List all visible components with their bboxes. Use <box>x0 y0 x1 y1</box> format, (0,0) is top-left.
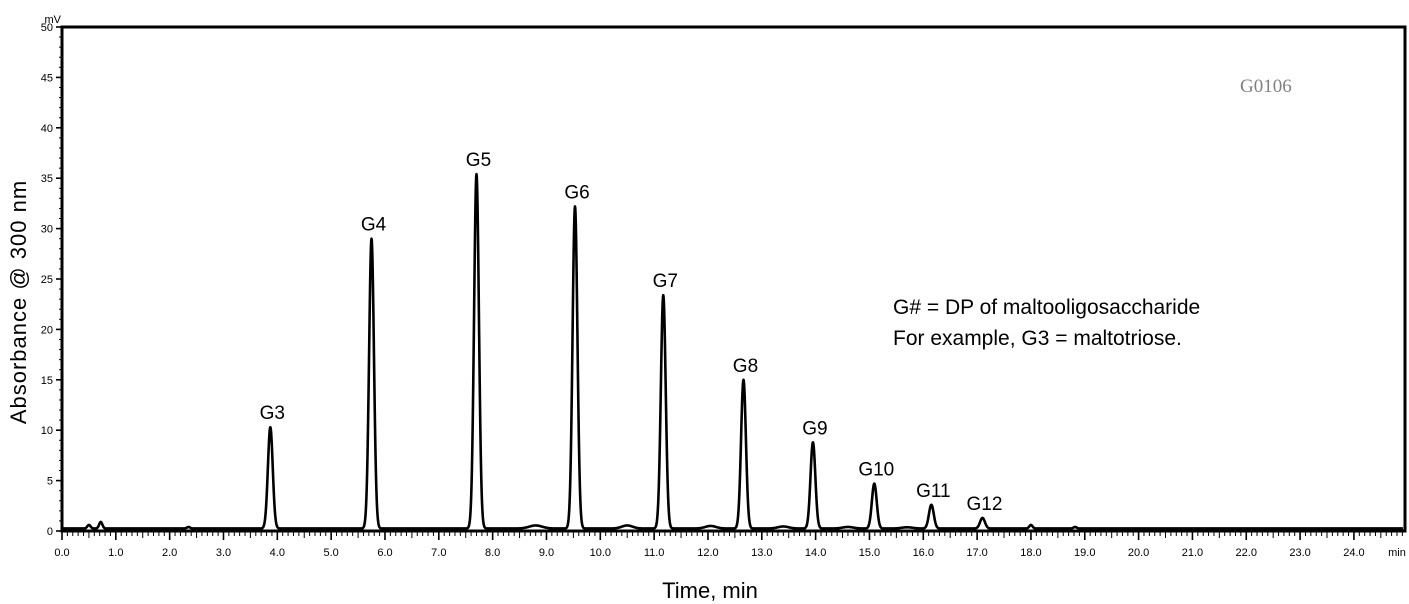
x-tick-label: 10.0 <box>590 547 611 559</box>
x-tick-label: 20.0 <box>1128 547 1149 559</box>
plot-frame <box>60 25 1407 533</box>
x-tick-label: 8.0 <box>485 547 500 559</box>
x-tick-label: 12.0 <box>697 547 718 559</box>
x-tick-label: 21.0 <box>1182 547 1203 559</box>
peak-label-g5: G5 <box>466 150 491 171</box>
peak-labels: G3 G4 G5 G6 G7 G8 G9 G10 G11 G12 <box>260 150 1003 515</box>
y-tick-label: 40 <box>41 123 53 135</box>
x-tick-label: 17.0 <box>966 547 987 559</box>
y-tick-label: 25 <box>41 274 53 286</box>
peak-label-g10: G10 <box>858 460 894 481</box>
x-tick-label: 15.0 <box>859 547 880 559</box>
note-line-2: For example, G3 = maltotriose. <box>893 327 1182 350</box>
note-line-1: G# = DP of maltooligosaccharide <box>893 296 1201 319</box>
x-tick-label: 2.0 <box>162 547 177 559</box>
y-tick-label: 0 <box>47 526 53 538</box>
legend-note: G# = DP of maltooligosaccharide For exam… <box>893 292 1200 354</box>
x-axis-title: Time, min <box>662 578 758 603</box>
x-tick-label: 22.0 <box>1236 547 1257 559</box>
x-tick-label: 24.0 <box>1343 547 1364 559</box>
peak-label-g9: G9 <box>802 418 827 439</box>
x-tick-label: 14.0 <box>805 547 826 559</box>
x-tick-label: 11.0 <box>644 547 665 559</box>
peak-label-g8: G8 <box>733 356 758 377</box>
peak-label-g6: G6 <box>564 182 589 203</box>
peak-label-g11: G11 <box>916 481 951 502</box>
y-tick-label: 50 <box>41 22 53 34</box>
chromatogram-trace <box>60 172 1404 530</box>
y-tick-label: 5 <box>47 476 53 488</box>
x-tick-label: 19.0 <box>1074 547 1095 559</box>
x-axis: 0.0 1.0 2.0 3.0 4.0 5.0 6.0 7.0 8.0 9.0 10.0 11.0 12… <box>54 531 1406 559</box>
x-tick-label: 16.0 <box>913 547 934 559</box>
y-tick-label: 15 <box>41 375 53 387</box>
x-tick-label: 3.0 <box>216 547 231 559</box>
x-tick-label: 5.0 <box>324 547 339 559</box>
y-tick-label: 30 <box>41 224 53 236</box>
x-tick-label: 9.0 <box>539 547 554 559</box>
x-tick-label: 1.0 <box>108 547 123 559</box>
x-tick-label: 23.0 <box>1289 547 1310 559</box>
peak-label-g7: G7 <box>653 271 678 292</box>
y-tick-label: 20 <box>41 324 53 336</box>
x-tick-label: 6.0 <box>377 547 392 559</box>
y-tick-label: 10 <box>41 425 53 437</box>
x-unit-label: min <box>1388 547 1406 559</box>
x-tick-label: 18.0 <box>1020 547 1041 559</box>
x-tick-label: 7.0 <box>431 547 446 559</box>
x-tick-label: 13.0 <box>751 547 772 559</box>
x-tick-label: 4.0 <box>270 547 285 559</box>
y-tick-label: 35 <box>41 173 53 185</box>
x-tick-label: 0.0 <box>54 547 69 559</box>
y-unit-label: mV <box>45 14 62 26</box>
peak-label-g3: G3 <box>260 403 285 424</box>
peak-label-g12: G12 <box>967 494 1003 515</box>
y-axis-title: Absorbance @ 300 nm <box>6 179 31 425</box>
sample-code: G0106 <box>1240 76 1292 97</box>
peak-label-g4: G4 <box>361 215 387 236</box>
y-tick-label: 45 <box>41 72 53 84</box>
